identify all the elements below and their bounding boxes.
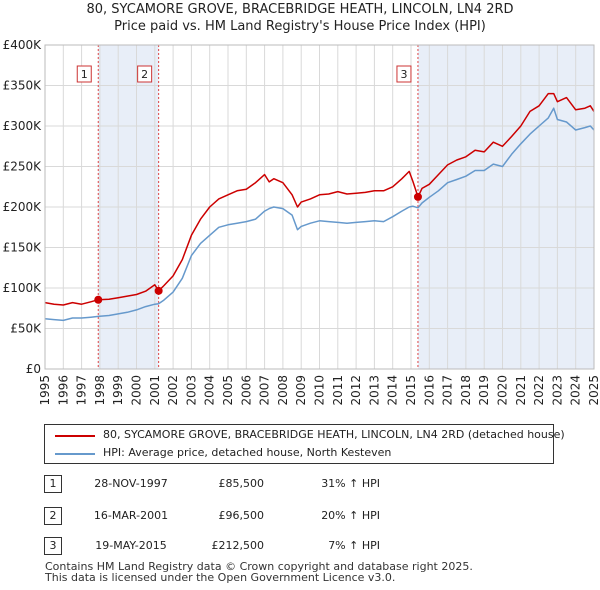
legend-property-line [55,435,95,437]
transaction-hpi-change: 20% ↑ HPI [321,509,380,522]
x-tick-label: 2013 [367,375,381,406]
transaction-marker: 3 [44,537,62,555]
footer-licence: This data is licensed under the Open Gov… [45,571,396,584]
x-tick-label: 2006 [239,375,253,406]
sale-point [94,295,103,304]
legend-hpi-line [55,453,95,455]
x-tick-label: 2020 [496,375,510,406]
sale-marker-label: 2 [137,65,153,83]
sale-marker-label: 1 [76,65,92,83]
x-tick-label: 2022 [532,375,546,406]
transaction-row: 3 19-MAY-2015 £212,500 7% ↑ HPI [44,537,564,557]
sale-marker-label: 3 [396,65,412,83]
y-tick-label: £100K [3,281,43,295]
legend-hpi-label: HPI: Average price, detached house, Nort… [103,446,392,459]
sale-marker-box [137,65,153,83]
legend-item-hpi: HPI: Average price, detached house, Nort… [45,445,553,463]
transaction-date: 28-NOV-1997 [94,477,168,490]
x-tick-label: 2000 [130,375,144,406]
y-tick-label: £350K [3,79,43,93]
x-tick-label: 2023 [550,375,564,406]
legend: 80, SYCAMORE GROVE, BRACEBRIDGE HEATH, L… [44,424,565,464]
sale-point [413,192,422,201]
x-tick-label: 2001 [148,375,162,406]
x-tick-label: 1999 [111,375,125,406]
sale-marker-number: 3 [400,68,407,81]
x-tick-label: 2002 [166,375,180,406]
transaction-date: 16-MAR-2001 [93,509,169,522]
x-tick-label: 2017 [441,375,455,406]
x-tick-label: 2012 [349,375,363,406]
sale-marker-number: 2 [141,68,148,81]
price-chart: 1 2 3 £0 £50K £100K £150K £200K £250K £300K £350K… [3,38,600,406]
x-tick-label: 2019 [477,375,491,406]
x-tick-label: 2021 [514,375,528,406]
x-tick-label: 2025 [587,375,600,406]
transaction-price: £96,500 [218,509,265,522]
transaction-row: 1 28-NOV-1997 £85,500 31% ↑ HPI [44,475,564,495]
transaction-marker: 1 [44,475,62,493]
property-price-line [44,92,595,306]
x-tick-label: 2010 [313,375,327,406]
y-tick-label: £300K [3,119,43,133]
y-tick-label: £0 [26,362,41,376]
legend-item-property: 80, SYCAMORE GROVE, BRACEBRIDGE HEATH, L… [45,427,565,445]
transaction-marker: 2 [44,507,62,525]
x-tick-label: 2009 [294,375,308,406]
x-tick-label: 2008 [276,375,290,406]
transaction-hpi-change: 7% ↑ HPI [328,539,380,552]
x-tick-label: 2011 [331,375,345,406]
sale-marker-box [76,65,92,83]
x-tick-label: 2014 [386,375,400,406]
y-tick-label: £50K [10,322,42,336]
sale-marker-number: 1 [81,68,88,81]
x-tick-label: 1998 [93,375,107,406]
legend-property-label: 80, SYCAMORE GROVE, BRACEBRIDGE HEATH, L… [103,428,565,441]
y-tick-label: £150K [3,241,43,255]
x-tick-label: 2003 [184,375,198,406]
footer-copyright: Contains HM Land Registry data © Crown c… [45,560,473,573]
x-tick-label: 2018 [459,375,473,406]
transaction-price: £85,500 [218,477,265,490]
y-tick-label: £250K [3,160,43,174]
x-tick-label: 2005 [221,375,235,406]
transaction-hpi-change: 31% ↑ HPI [321,477,380,490]
x-tick-label: 2004 [203,375,217,406]
chart-subtitle: Price paid vs. HM Land Registry's House … [114,19,486,34]
x-tick-label: 2024 [569,375,583,406]
y-tick-label: £400K [3,38,43,52]
x-tick-label: 2016 [422,375,436,406]
sale-point [154,286,163,295]
plot-border [44,44,595,370]
transaction-date: 19-MAY-2015 [95,539,167,552]
x-tick-label: 1995 [38,375,52,406]
x-tick-label: 2015 [404,375,418,406]
transaction-row: 2 16-MAR-2001 £96,500 20% ↑ HPI [44,507,564,527]
x-tick-label: 1996 [56,375,70,406]
sale-marker-box [396,65,412,83]
y-tick-label: £200K [3,200,43,214]
hpi-line [44,107,595,322]
transaction-price: £212,500 [211,539,265,552]
chart-title: 80, SYCAMORE GROVE, BRACEBRIDGE HEATH, L… [86,2,514,17]
x-tick-label: 1997 [75,375,89,406]
x-tick-label: 2007 [258,375,272,406]
